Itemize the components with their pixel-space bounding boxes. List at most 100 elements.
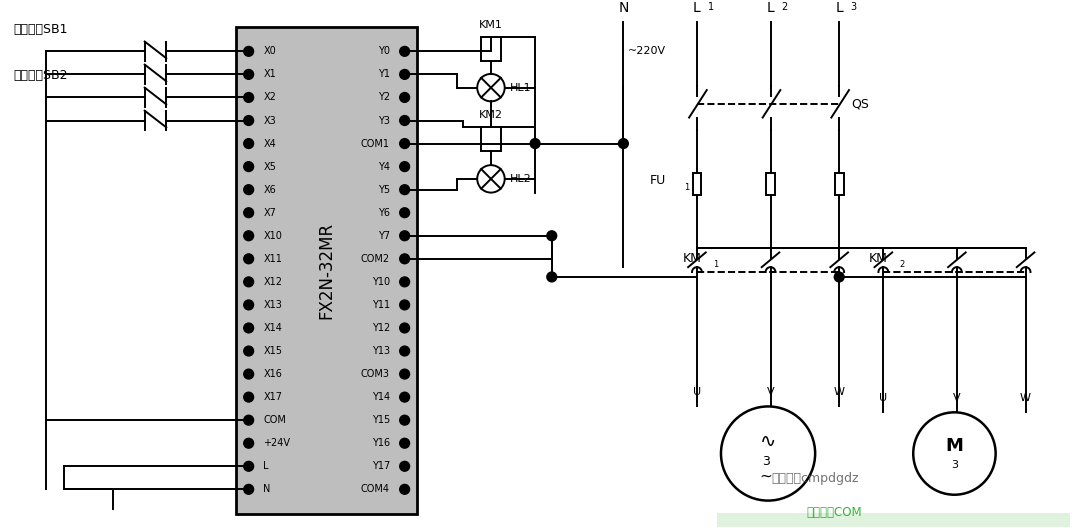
Text: Y0: Y0 bbox=[378, 46, 390, 56]
Text: COM3: COM3 bbox=[361, 369, 390, 379]
Circle shape bbox=[546, 272, 556, 282]
Text: COM1: COM1 bbox=[361, 138, 390, 148]
Circle shape bbox=[400, 392, 409, 402]
Circle shape bbox=[244, 438, 254, 448]
Text: KM: KM bbox=[869, 252, 888, 265]
Text: +24V: +24V bbox=[264, 438, 291, 448]
Text: FX2N-32MR: FX2N-32MR bbox=[318, 222, 336, 319]
Text: HL1: HL1 bbox=[510, 82, 531, 93]
Circle shape bbox=[244, 461, 254, 471]
Text: X4: X4 bbox=[264, 138, 276, 148]
Circle shape bbox=[244, 208, 254, 218]
Circle shape bbox=[244, 46, 254, 56]
Text: L: L bbox=[767, 1, 774, 15]
Text: X11: X11 bbox=[264, 254, 282, 264]
Text: X16: X16 bbox=[264, 369, 282, 379]
Text: X7: X7 bbox=[264, 207, 276, 218]
Text: X2: X2 bbox=[264, 93, 276, 103]
Text: 2: 2 bbox=[781, 2, 787, 12]
Text: Y17: Y17 bbox=[372, 461, 390, 471]
Circle shape bbox=[244, 115, 254, 126]
Text: Y1: Y1 bbox=[378, 69, 390, 79]
Circle shape bbox=[619, 139, 629, 148]
Text: X5: X5 bbox=[264, 162, 276, 172]
Circle shape bbox=[244, 392, 254, 402]
Circle shape bbox=[244, 162, 254, 171]
Circle shape bbox=[834, 272, 845, 282]
Text: Y13: Y13 bbox=[372, 346, 390, 356]
Text: X6: X6 bbox=[264, 185, 276, 195]
Circle shape bbox=[244, 185, 254, 195]
Text: KM2: KM2 bbox=[478, 110, 503, 120]
Text: COM2: COM2 bbox=[361, 254, 390, 264]
Text: 3: 3 bbox=[850, 2, 856, 12]
Text: 启动按钝SB1: 启动按钝SB1 bbox=[13, 23, 68, 36]
Text: V: V bbox=[953, 393, 961, 403]
Text: Y14: Y14 bbox=[372, 392, 390, 402]
Text: ~220V: ~220V bbox=[629, 46, 666, 56]
Text: Y10: Y10 bbox=[372, 277, 390, 287]
Bar bbox=[766, 173, 775, 195]
Text: 接线图．COM: 接线图．COM bbox=[807, 506, 862, 519]
Circle shape bbox=[400, 254, 409, 264]
Circle shape bbox=[530, 139, 540, 148]
Text: X12: X12 bbox=[264, 277, 282, 287]
Circle shape bbox=[244, 323, 254, 333]
Circle shape bbox=[400, 115, 409, 126]
Circle shape bbox=[244, 485, 254, 494]
Text: U: U bbox=[879, 393, 888, 403]
Circle shape bbox=[914, 412, 996, 495]
Text: N: N bbox=[618, 1, 629, 15]
Text: M: M bbox=[945, 437, 963, 455]
Circle shape bbox=[400, 300, 409, 310]
Circle shape bbox=[400, 208, 409, 218]
Circle shape bbox=[400, 346, 409, 356]
Text: X10: X10 bbox=[264, 231, 282, 241]
Text: W: W bbox=[1020, 393, 1031, 403]
Text: Y7: Y7 bbox=[378, 231, 390, 241]
Circle shape bbox=[400, 438, 409, 448]
Circle shape bbox=[400, 162, 409, 171]
Text: COM: COM bbox=[264, 415, 286, 425]
Circle shape bbox=[400, 415, 409, 425]
Circle shape bbox=[400, 139, 409, 148]
Text: FU: FU bbox=[649, 174, 665, 187]
Bar bbox=[235, 27, 417, 514]
Circle shape bbox=[244, 70, 254, 79]
Circle shape bbox=[546, 231, 556, 240]
Circle shape bbox=[244, 346, 254, 356]
Circle shape bbox=[244, 369, 254, 379]
Text: X15: X15 bbox=[264, 346, 282, 356]
Text: Y12: Y12 bbox=[372, 323, 390, 333]
Circle shape bbox=[721, 406, 815, 501]
Text: KM1: KM1 bbox=[480, 20, 503, 30]
Text: X13: X13 bbox=[264, 300, 282, 310]
Circle shape bbox=[400, 323, 409, 333]
Circle shape bbox=[400, 93, 409, 102]
Text: 停止按钝SB2: 停止按钝SB2 bbox=[13, 69, 68, 82]
Text: X0: X0 bbox=[264, 46, 276, 56]
Text: Y4: Y4 bbox=[378, 162, 390, 172]
Text: N: N bbox=[264, 484, 271, 494]
Text: Y5: Y5 bbox=[378, 185, 390, 195]
Circle shape bbox=[400, 231, 409, 240]
Circle shape bbox=[244, 415, 254, 425]
Text: 1: 1 bbox=[707, 2, 714, 12]
Bar bbox=[716, 513, 1069, 527]
Text: ~: ~ bbox=[759, 469, 772, 484]
Text: 3: 3 bbox=[950, 460, 958, 470]
Text: Y15: Y15 bbox=[372, 415, 390, 425]
Text: 3: 3 bbox=[762, 455, 770, 468]
Text: L: L bbox=[835, 1, 843, 15]
Text: X3: X3 bbox=[264, 115, 276, 126]
Circle shape bbox=[244, 254, 254, 264]
Text: COM4: COM4 bbox=[361, 484, 390, 494]
Bar bbox=[835, 173, 843, 195]
Text: V: V bbox=[767, 387, 774, 397]
Text: Y6: Y6 bbox=[378, 207, 390, 218]
Circle shape bbox=[244, 300, 254, 310]
Text: Y16: Y16 bbox=[372, 438, 390, 448]
Circle shape bbox=[244, 93, 254, 102]
Text: ∿: ∿ bbox=[760, 433, 777, 451]
Text: X17: X17 bbox=[264, 392, 282, 402]
